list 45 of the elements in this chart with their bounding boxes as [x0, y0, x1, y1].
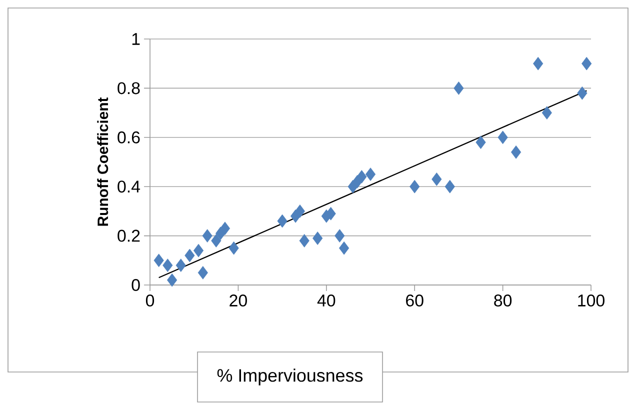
point — [184, 248, 195, 262]
point — [211, 234, 222, 248]
point — [454, 82, 464, 95]
point — [444, 180, 455, 194]
point — [510, 145, 522, 159]
point — [498, 130, 508, 144]
point — [582, 56, 592, 70]
y-tick-label: 0.8 — [118, 82, 140, 94]
point — [356, 170, 367, 184]
point — [432, 172, 442, 186]
y-tick-label: 0.4 — [118, 180, 140, 193]
x-tick-label: 0 — [146, 294, 154, 306]
point — [162, 258, 173, 272]
point — [326, 206, 336, 220]
point — [542, 106, 552, 120]
point — [198, 266, 208, 280]
x-tick-label: 100 — [578, 294, 604, 306]
x-tick-label: 80 — [494, 294, 512, 306]
y-tick-label: 0.6 — [118, 131, 140, 144]
point — [202, 229, 212, 242]
y-tick-label: 0 — [132, 279, 140, 291]
x-tick-label: 40 — [317, 294, 336, 306]
point — [577, 86, 588, 100]
point — [154, 254, 164, 268]
y-tick-label: 0.2 — [118, 230, 140, 242]
point — [312, 232, 323, 245]
point — [220, 222, 230, 236]
x-tick-label: 60 — [406, 294, 424, 306]
x-tick-label: 20 — [230, 294, 247, 306]
point — [334, 229, 345, 242]
point — [299, 234, 310, 248]
point — [228, 241, 239, 255]
x-axis-title: % Imperviousness — [217, 368, 363, 386]
point — [294, 204, 306, 218]
point — [338, 241, 350, 255]
y-axis-title: Runoff Coefficient — [97, 97, 108, 226]
point — [193, 244, 204, 258]
point — [476, 136, 486, 149]
point — [533, 56, 544, 70]
point — [365, 168, 376, 181]
point — [410, 180, 420, 194]
point — [167, 273, 178, 287]
y-tick-label: 1 — [132, 33, 140, 45]
point — [176, 258, 186, 272]
point — [277, 214, 288, 228]
